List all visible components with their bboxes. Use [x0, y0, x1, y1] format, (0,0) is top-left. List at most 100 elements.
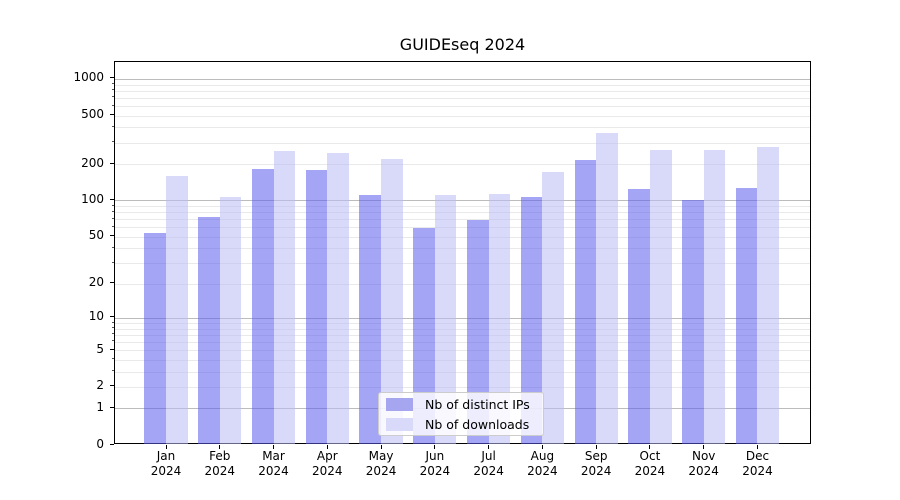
- x-tick-month: Sep: [584, 449, 608, 463]
- minor-gridline: [115, 164, 810, 166]
- x-tick-label-feb: Feb 2024: [192, 449, 248, 479]
- y-tick-mark: [110, 77, 114, 79]
- x-tick-mark: [165, 445, 167, 449]
- minor-gridline: [115, 371, 810, 373]
- y-tick-mark: [110, 198, 114, 200]
- y-minor-tick-mark: [112, 210, 114, 212]
- x-tick-label-apr: Apr 2024: [299, 449, 355, 479]
- y-tick-mark: [110, 385, 114, 387]
- bar-downloads-jul: [488, 194, 511, 444]
- major-gridline: [115, 78, 810, 80]
- bar-downloads-may: [381, 159, 403, 444]
- x-tick-mark: [434, 445, 436, 449]
- bar-distinct-ips-oct: [628, 189, 650, 444]
- bar-distinct-ips-sep: [574, 160, 597, 444]
- minor-gridline: [115, 84, 810, 86]
- y-tick-mark: [110, 162, 114, 164]
- legend: Nb of distinct IPs Nb of downloads: [378, 392, 544, 436]
- y-minor-tick-mark: [112, 246, 114, 248]
- x-tick-month: Jun: [425, 449, 445, 463]
- legend-row: Nb of distinct IPs: [386, 397, 543, 412]
- minor-gridline: [115, 350, 810, 352]
- legend-label: Nb of distinct IPs: [425, 396, 530, 412]
- minor-gridline: [115, 227, 810, 229]
- y-minor-tick-mark: [112, 225, 114, 227]
- x-tick-year: 2024: [419, 464, 451, 478]
- x-tick-year: 2024: [742, 464, 773, 478]
- y-minor-tick-mark: [112, 333, 114, 335]
- x-tick-year: 2024: [365, 464, 397, 478]
- y-tick-mark: [110, 235, 114, 237]
- bar-distinct-ips-may: [359, 194, 382, 444]
- x-tick-month: Mar: [262, 449, 285, 463]
- x-tick-label-mar: Mar 2024: [246, 449, 302, 479]
- y-minor-tick-mark: [112, 358, 114, 360]
- major-gridline: [115, 317, 810, 319]
- bar-distinct-ips-jul: [467, 219, 489, 444]
- minor-gridline: [115, 97, 810, 99]
- x-tick-label-nov: Nov 2024: [676, 449, 732, 479]
- x-tick-year: 2024: [688, 464, 719, 478]
- bar-downloads-aug: [542, 171, 564, 444]
- y-minor-tick-mark: [112, 204, 114, 206]
- y-minor-tick-mark: [112, 321, 114, 323]
- y-tick-label: 10: [88, 309, 104, 324]
- bar-distinct-ips-nov: [682, 199, 704, 444]
- x-tick-mark: [756, 445, 758, 449]
- x-tick-mark: [595, 445, 597, 449]
- minor-gridline: [115, 341, 810, 343]
- x-tick-mark: [649, 445, 651, 449]
- y-tick-label: 20: [88, 275, 104, 290]
- x-tick-label-jul: Jul 2024: [461, 449, 517, 479]
- y-minor-tick-mark: [112, 261, 114, 263]
- bar-distinct-ips-aug: [520, 196, 543, 444]
- minor-gridline: [115, 127, 810, 129]
- x-tick-label-jan: Jan 2024: [138, 449, 194, 479]
- x-tick-label-jun: Jun 2024: [407, 449, 463, 479]
- bar-downloads-jan: [166, 175, 188, 444]
- y-tick-label: 50: [88, 228, 104, 243]
- minor-gridline: [115, 334, 810, 336]
- minor-gridline: [115, 212, 810, 214]
- minor-gridline: [115, 219, 810, 221]
- x-tick-month: Jan: [156, 449, 176, 463]
- legend-swatch-distinct-ips: [386, 397, 413, 411]
- chart-title: GUIDEseq 2024: [399, 35, 526, 54]
- x-tick-month: Oct: [639, 449, 661, 463]
- x-tick-month: Aug: [530, 449, 555, 463]
- x-tick-year: 2024: [527, 464, 558, 478]
- minor-gridline: [115, 236, 810, 238]
- bar-downloads-dec: [757, 147, 780, 444]
- y-minor-tick-mark: [112, 125, 114, 127]
- y-tick-mark: [110, 348, 114, 350]
- minor-gridline: [115, 283, 810, 285]
- bar-distinct-ips-feb: [198, 216, 220, 444]
- x-tick-month: Nov: [691, 449, 716, 463]
- x-tick-month: Dec: [745, 449, 770, 463]
- minor-gridline: [115, 263, 810, 265]
- x-tick-label-may: May 2024: [353, 449, 409, 479]
- minor-gridline: [115, 386, 810, 388]
- y-minor-tick-mark: [112, 340, 114, 342]
- minor-gridline: [115, 248, 810, 250]
- x-tick-mark: [488, 445, 490, 449]
- x-tick-month: May: [368, 449, 394, 463]
- y-tick-label: 1000: [73, 70, 104, 85]
- bar-downloads-mar: [273, 151, 296, 444]
- y-tick-label: 5: [96, 341, 104, 356]
- y-minor-tick-mark: [112, 96, 114, 98]
- bar-distinct-ips-apr: [305, 169, 328, 444]
- legend-row: Nb of downloads: [386, 417, 543, 432]
- y-tick-mark: [110, 443, 114, 445]
- bar-downloads-sep: [596, 132, 618, 444]
- x-tick-mark: [273, 445, 275, 449]
- bar-downloads-apr: [327, 152, 349, 444]
- major-gridline: [115, 200, 810, 202]
- y-minor-tick-mark: [112, 217, 114, 219]
- minor-gridline: [115, 90, 810, 92]
- x-tick-mark: [541, 445, 543, 449]
- x-tick-label-oct: Oct 2024: [622, 449, 678, 479]
- legend-label: Nb of downloads: [425, 416, 530, 432]
- x-tick-year: 2024: [258, 464, 289, 478]
